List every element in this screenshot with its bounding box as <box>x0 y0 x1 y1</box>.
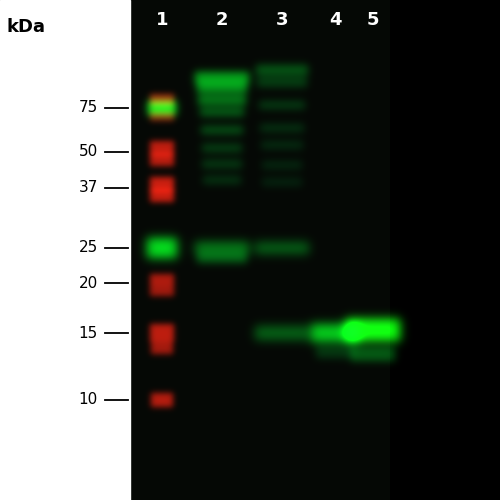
Text: 5: 5 <box>367 11 380 29</box>
Text: 3: 3 <box>276 11 288 29</box>
Text: 4: 4 <box>329 11 341 29</box>
Text: 20: 20 <box>79 276 98 290</box>
Bar <box>0 0 130 500</box>
Text: kDa: kDa <box>6 18 45 36</box>
Text: 2: 2 <box>216 11 228 29</box>
Text: 10: 10 <box>79 392 98 407</box>
Text: 75: 75 <box>79 100 98 116</box>
Text: 50: 50 <box>79 144 98 160</box>
Text: 1: 1 <box>156 11 168 29</box>
Text: 37: 37 <box>78 180 98 196</box>
Text: 25: 25 <box>79 240 98 256</box>
Text: 15: 15 <box>79 326 98 340</box>
